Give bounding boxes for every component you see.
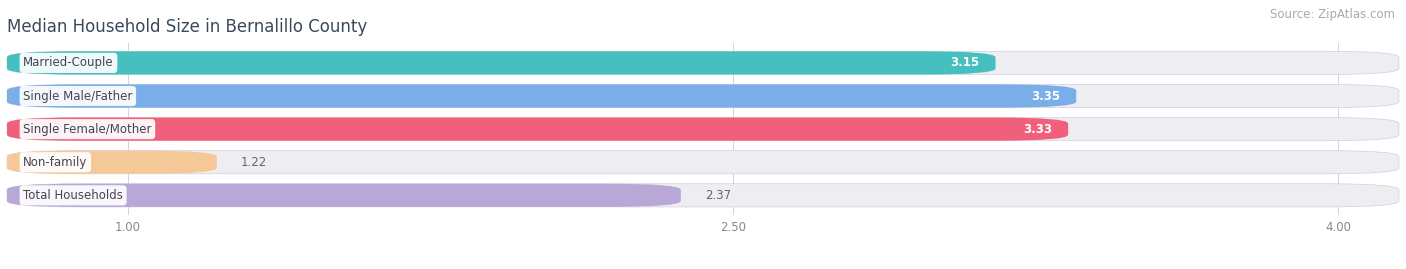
Text: Single Female/Mother: Single Female/Mother [22, 123, 152, 136]
FancyBboxPatch shape [7, 184, 681, 207]
FancyBboxPatch shape [7, 118, 1399, 141]
Text: 3.33: 3.33 [1024, 123, 1052, 136]
FancyBboxPatch shape [7, 84, 1399, 108]
Text: Non-family: Non-family [22, 156, 87, 169]
FancyBboxPatch shape [7, 151, 1399, 174]
Text: Source: ZipAtlas.com: Source: ZipAtlas.com [1270, 8, 1395, 21]
Text: Single Male/Father: Single Male/Father [22, 90, 132, 102]
Text: 1.22: 1.22 [240, 156, 267, 169]
Text: Married-Couple: Married-Couple [22, 56, 114, 69]
FancyBboxPatch shape [7, 51, 995, 75]
FancyBboxPatch shape [7, 184, 1399, 207]
Text: 2.37: 2.37 [704, 189, 731, 202]
Text: 3.15: 3.15 [950, 56, 980, 69]
Text: Median Household Size in Bernalillo County: Median Household Size in Bernalillo Coun… [7, 18, 367, 36]
FancyBboxPatch shape [7, 51, 1399, 75]
Text: 3.35: 3.35 [1031, 90, 1060, 102]
FancyBboxPatch shape [7, 84, 1076, 108]
FancyBboxPatch shape [7, 151, 217, 174]
FancyBboxPatch shape [7, 118, 1069, 141]
Text: Total Households: Total Households [22, 189, 124, 202]
